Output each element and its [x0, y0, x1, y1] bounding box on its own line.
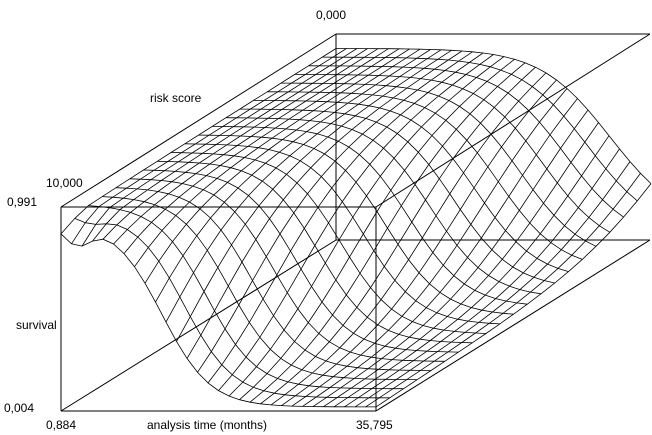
mesh-line-risk-6: [123, 48, 400, 254]
mesh-line-risk-30: [375, 183, 652, 408]
mesh-line-risk-0: [60, 48, 337, 235]
z-axis-title: risk score: [150, 91, 202, 105]
mesh-line-risk-21: [281, 79, 557, 406]
y-min-label: 0,004: [4, 401, 34, 415]
mesh-line-risk-15: [218, 54, 494, 391]
mesh-line-risk-18: [249, 62, 526, 403]
x-min-label: 0,884: [46, 418, 76, 432]
mesh-line-risk-8: [144, 48, 421, 284]
y-max-label: 0,991: [7, 195, 37, 209]
mesh-line-risk-20: [270, 72, 547, 406]
mesh-line-time-11: [212, 126, 528, 305]
z-max-label: 0,000: [316, 8, 346, 22]
mesh-line-risk-10: [165, 49, 442, 323]
mesh-line-risk-29: [365, 173, 641, 408]
bottom-left-depth-edge: [60, 239, 337, 412]
mesh-line-risk-4: [102, 48, 379, 240]
mesh-line-risk-3: [92, 48, 368, 242]
mesh-line-risk-16: [228, 56, 505, 397]
mesh-line-risk-7: [134, 48, 410, 267]
mesh-line-risk-11: [176, 49, 452, 342]
top-right-depth-edge: [375, 33, 651, 208]
mesh-line-risk-19: [260, 66, 536, 405]
mesh-line-risk-27: [344, 148, 620, 408]
mesh-line-risk-25: [323, 122, 599, 408]
mesh-line-risk-9: [155, 49, 431, 303]
surface-mesh: [60, 48, 652, 408]
top-left-depth-edge: [60, 33, 337, 208]
mesh-line-risk-2: [81, 48, 358, 247]
mesh-line-time-2: [88, 205, 404, 390]
mesh-line-risk-14: [207, 52, 484, 384]
bottom-right-depth-edge: [375, 239, 651, 412]
mesh-line-time-14: [253, 100, 569, 272]
mesh-line-risk-22: [291, 88, 568, 407]
mesh-line-risk-17: [239, 58, 515, 400]
mesh-line-risk-23: [302, 98, 578, 407]
mesh-line-risk-28: [354, 161, 631, 408]
mesh-line-risk-24: [312, 109, 589, 407]
mesh-line-risk-13: [197, 51, 473, 373]
x-axis-title: analysis time (months): [147, 418, 267, 432]
mesh-line-risk-12: [186, 50, 463, 359]
mesh-line-risk-1: [71, 48, 347, 245]
x-max-label: 35,795: [356, 418, 393, 432]
z-min-label: 10,000: [46, 176, 83, 190]
y-axis-title: survival: [16, 318, 57, 332]
mesh-line-risk-5: [113, 48, 389, 245]
mesh-line-time-6: [143, 169, 459, 353]
mesh-line-risk-26: [333, 135, 610, 408]
